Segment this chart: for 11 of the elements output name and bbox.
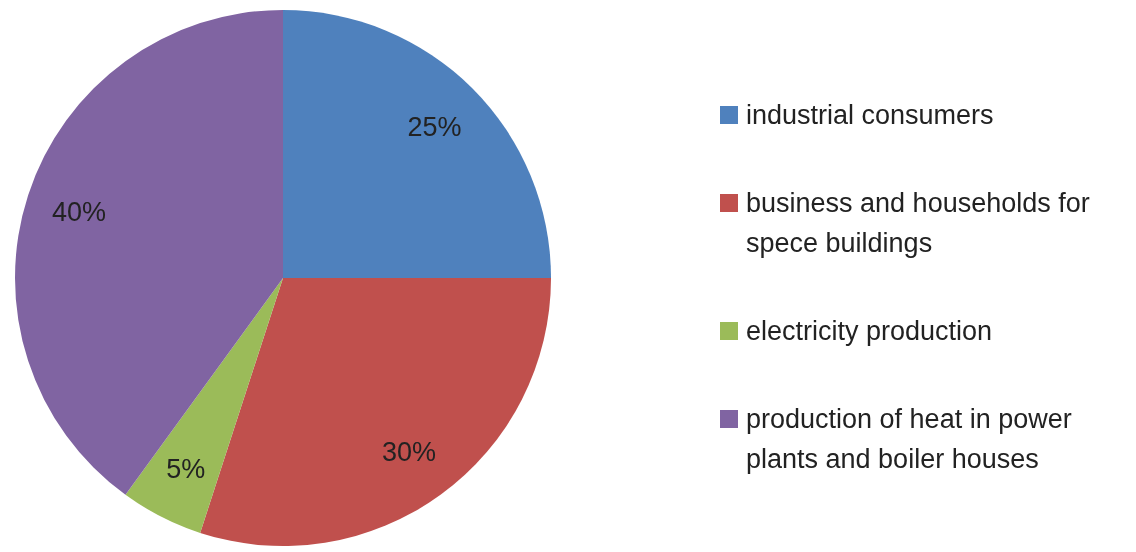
pie-slice [15,10,283,495]
data-label: 5% [166,454,206,485]
data-label: 40% [52,197,107,228]
pie-slice [125,278,283,533]
data-label: 30% [382,436,437,467]
legend-label: industrial consumers [746,100,994,131]
pie-slice [283,10,551,278]
legend-label: electricity production [746,316,993,347]
legend-label: business and households for spece buildings [746,188,1090,259]
data-label: 25% [407,111,462,142]
legend-label: production of heat in power plants and boiler houses [746,404,1072,475]
